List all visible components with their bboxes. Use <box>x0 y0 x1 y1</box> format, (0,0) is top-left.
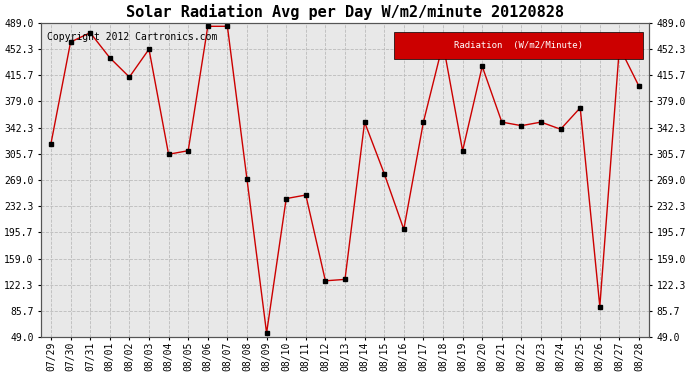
Text: Radiation  (W/m2/Minute): Radiation (W/m2/Minute) <box>454 41 582 50</box>
Text: Copyright 2012 Cartronics.com: Copyright 2012 Cartronics.com <box>47 32 217 42</box>
Title: Solar Radiation Avg per Day W/m2/minute 20120828: Solar Radiation Avg per Day W/m2/minute … <box>126 4 564 20</box>
FancyBboxPatch shape <box>393 32 643 59</box>
